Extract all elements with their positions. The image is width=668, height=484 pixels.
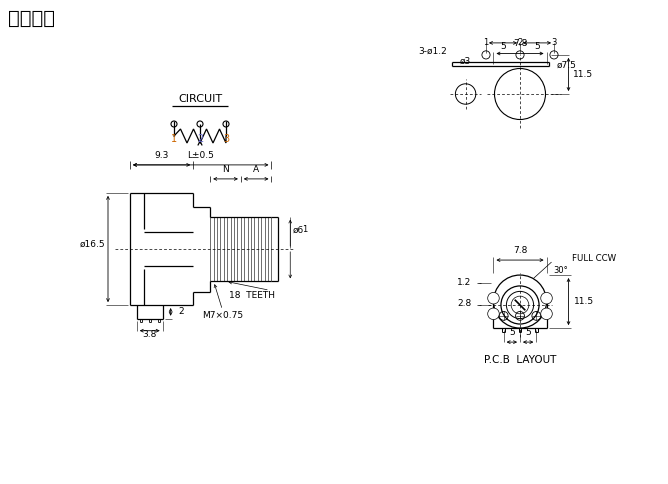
Text: 2: 2 [197, 134, 203, 144]
Text: A: A [253, 165, 259, 174]
Text: FULL CCW: FULL CCW [572, 254, 616, 262]
Text: 1: 1 [302, 225, 307, 234]
Text: 18  TEETH: 18 TEETH [229, 291, 275, 300]
Text: 5: 5 [500, 42, 506, 51]
Text: 3: 3 [551, 38, 556, 47]
Text: M7×0.75: M7×0.75 [202, 311, 243, 319]
Text: 9.3: 9.3 [154, 151, 169, 160]
Text: 2: 2 [518, 38, 522, 47]
Text: ø6: ø6 [292, 226, 303, 234]
Text: ø7.5: ø7.5 [556, 61, 576, 70]
Text: P.C.B  LAYOUT: P.C.B LAYOUT [484, 355, 556, 365]
Text: ø16.5: ø16.5 [79, 240, 105, 248]
Text: 規格尺寸: 規格尺寸 [8, 9, 55, 28]
Circle shape [540, 292, 552, 304]
Text: 2.8: 2.8 [457, 300, 472, 308]
Circle shape [540, 308, 552, 319]
Text: 3-ø1.2: 3-ø1.2 [419, 46, 448, 55]
Text: ø3: ø3 [460, 57, 471, 66]
Text: 1.2: 1.2 [457, 278, 472, 287]
Text: 5: 5 [525, 328, 531, 337]
Circle shape [488, 308, 499, 319]
Text: N: N [222, 165, 229, 174]
Text: 5: 5 [534, 42, 540, 51]
Text: 2: 2 [178, 307, 184, 317]
Text: 3: 3 [223, 134, 229, 144]
Text: 5: 5 [509, 328, 515, 337]
Text: 1: 1 [171, 134, 177, 144]
Text: 3.8: 3.8 [142, 330, 157, 339]
Text: 30°: 30° [554, 266, 568, 274]
Text: 7.8: 7.8 [513, 246, 527, 255]
Text: 11.5: 11.5 [572, 70, 593, 79]
Text: 7.8: 7.8 [513, 40, 527, 48]
Text: 1: 1 [484, 38, 488, 47]
Text: CIRCUIT: CIRCUIT [178, 94, 222, 104]
Text: 11.5: 11.5 [574, 297, 594, 306]
Text: L±0.5: L±0.5 [187, 151, 214, 160]
Circle shape [488, 292, 499, 304]
